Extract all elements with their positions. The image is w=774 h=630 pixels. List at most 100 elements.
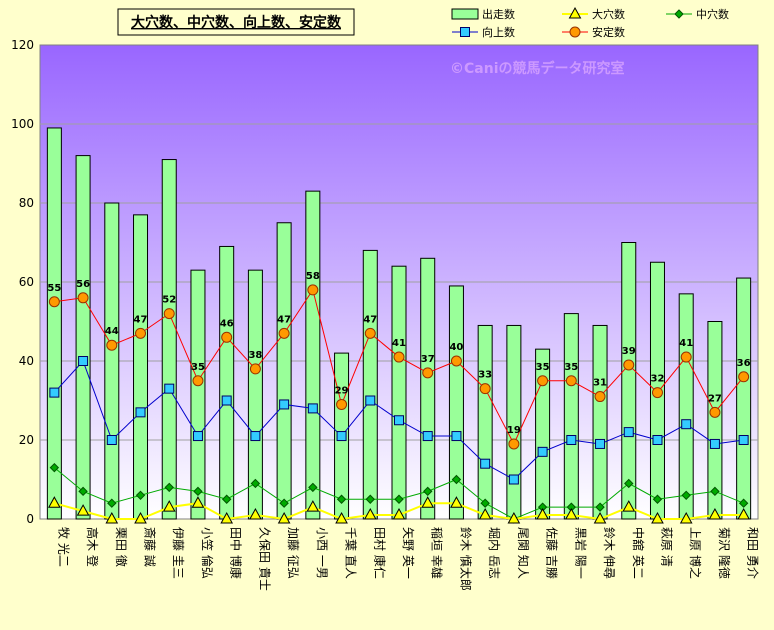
point-up [279, 399, 290, 410]
point-mid [738, 498, 749, 508]
data-label-stable: 35 [191, 362, 205, 373]
x-tick-label: 田中 博康 [229, 527, 244, 579]
point-stable [709, 406, 721, 418]
point-big [507, 511, 521, 524]
x-tick-label: 栗田 徹 [114, 527, 129, 567]
data-label-stable: 52 [162, 295, 176, 306]
point-up [623, 427, 634, 438]
point-stable [508, 438, 520, 450]
legend-marker [569, 26, 581, 38]
y-tick-label: 100 [11, 117, 34, 131]
legend-marker [674, 9, 684, 19]
x-tick-label: 菊沢 隆徳 [717, 527, 732, 579]
point-mid [49, 462, 60, 473]
x-tick-label: 和田 勇介 [746, 527, 760, 579]
point-mid [710, 486, 720, 497]
legend-label: 大穴数 [592, 7, 625, 21]
x-tick-label: 稲垣 幸雄 [430, 527, 445, 579]
point-big [105, 511, 119, 524]
point-stable [106, 339, 118, 351]
x-axis: 牧 光二 高木 登栗田 徹斎藤 誠伊藤 圭三 小笠 倫弘 田中 博康 久保田 貴士 加藤 … [56, 527, 759, 591]
data-label-stable: 38 [248, 350, 262, 361]
chart-title-text: 大穴数、中穴数、向上数、安定数 [131, 14, 342, 31]
point-up [681, 419, 692, 430]
point-big [162, 500, 176, 512]
point-stable [307, 284, 319, 296]
bar-starts [133, 214, 149, 520]
x-tick-label: 千葉 直人 [344, 527, 358, 579]
line-series: 55 56 44 47 52 35 46 38 47 58 29 47 41 37 40 33 19 35 35 31… [47, 271, 751, 524]
point-stable [422, 367, 434, 379]
point-big [191, 496, 205, 508]
x-tick-label: 牧 光二 [56, 527, 70, 567]
point-up [365, 395, 376, 406]
x-tick-label: 斎藤 誠 [143, 527, 158, 567]
point-mid [595, 502, 605, 512]
point-up [221, 395, 232, 406]
point-up [135, 407, 146, 418]
legend-label: 安定数 [592, 25, 625, 39]
point-big [392, 508, 406, 520]
bar-starts [448, 285, 464, 520]
point-big [679, 511, 693, 524]
point-big [450, 496, 463, 508]
point-big [708, 508, 722, 520]
point-stable [221, 331, 233, 343]
bar-starts [420, 257, 436, 520]
legend-item-up: 向上数 [452, 25, 515, 39]
point-stable [623, 359, 635, 371]
point-mid [624, 478, 634, 489]
data-label-stable: 47 [277, 314, 291, 325]
point-mid [423, 486, 433, 497]
legend-marker [460, 27, 470, 37]
y-tick-label: 80 [19, 196, 34, 210]
bar-starts [678, 293, 694, 520]
y-tick-label: 60 [19, 275, 34, 289]
bar-starts [219, 245, 235, 520]
point-stable [594, 391, 606, 403]
point-stable [738, 371, 750, 383]
data-label-stable: 47 [363, 314, 377, 325]
point-up [336, 431, 347, 442]
x-tick-label: 加藤 征弘 [286, 527, 300, 579]
legend-marker [568, 6, 582, 19]
point-stable [651, 387, 663, 399]
point-up [652, 435, 663, 445]
x-tick-label: 佐藤 吉勝 [545, 527, 560, 579]
data-label-stable: 35 [564, 362, 578, 373]
data-label-stable: 55 [47, 283, 61, 294]
x-tick-label: 中舘 英二 [631, 527, 646, 579]
point-big [277, 511, 291, 524]
bar-starts [276, 222, 292, 520]
point-up [192, 431, 203, 442]
point-stable [249, 363, 261, 375]
legend-item-starts: 出走数 [451, 7, 515, 21]
point-big [536, 508, 549, 520]
point-up [595, 438, 606, 449]
point-big [48, 496, 61, 508]
data-label-stable: 29 [335, 385, 349, 396]
x-tick-label: 鈴木 慎太郎 [458, 527, 473, 591]
data-label-stable: 46 [220, 318, 234, 329]
data-label-stable: 31 [593, 378, 607, 389]
data-label-stable: 36 [737, 358, 751, 369]
point-mid [135, 490, 146, 501]
point-up [480, 458, 491, 469]
data-label-stable: 41 [392, 338, 406, 349]
point-up [422, 431, 433, 442]
data-label-stable: 41 [679, 338, 693, 349]
data-label-stable: 44 [105, 326, 119, 337]
data-label-stable: 47 [134, 314, 148, 325]
y-tick-label: 20 [19, 433, 34, 447]
bar-starts [477, 324, 493, 520]
point-stable [364, 327, 376, 339]
point-big [651, 511, 664, 524]
bar-starts [305, 190, 321, 520]
point-stable [77, 292, 89, 304]
data-label-stable: 56 [76, 279, 90, 290]
bar-starts [592, 324, 608, 520]
point-big [564, 508, 578, 520]
point-up [394, 415, 404, 426]
bar-starts [535, 348, 551, 520]
point-big [134, 511, 147, 524]
